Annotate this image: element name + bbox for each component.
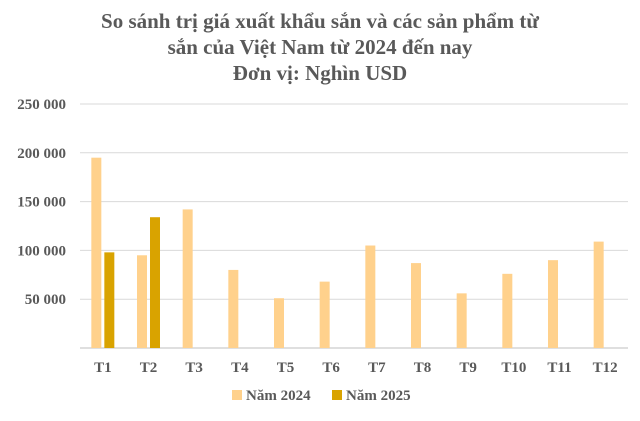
y-tick-label: 50 000 xyxy=(25,292,66,308)
bar-2024-t8 xyxy=(411,263,421,348)
x-tick-label: T9 xyxy=(459,360,477,376)
y-tick-label: 100 000 xyxy=(17,243,66,259)
x-tick-label: T6 xyxy=(322,360,340,376)
bar-2024-t6 xyxy=(319,281,330,348)
x-tick-label: T5 xyxy=(277,360,295,376)
bar-2025-t1 xyxy=(104,252,115,348)
legend-label-2024: Năm 2024 xyxy=(246,388,311,404)
legend-swatch-2024 xyxy=(232,390,242,400)
bar-2024-t4 xyxy=(228,269,239,348)
x-tick-label: T3 xyxy=(185,360,203,376)
bar-2025-t2 xyxy=(150,217,160,348)
bar-2024-t11 xyxy=(548,260,558,348)
x-tick-label: T7 xyxy=(368,360,386,376)
legend-swatch-2025 xyxy=(332,390,342,400)
bar-2024-t2 xyxy=(137,255,147,348)
x-tick-label: T12 xyxy=(593,360,618,376)
bar-2024-t5 xyxy=(274,298,284,348)
bar-2024-t12 xyxy=(593,241,604,348)
chart-title-line-3: Đơn vị: Nghìn USD xyxy=(232,61,408,85)
bar-2024-t3 xyxy=(182,209,193,348)
y-tick-label: 200 000 xyxy=(17,146,66,162)
x-tick-label: T2 xyxy=(140,360,158,376)
legend-label-2025: Năm 2025 xyxy=(346,388,411,404)
x-tick-label: T4 xyxy=(231,360,249,376)
bar-2024-t10 xyxy=(502,273,513,348)
x-tick-label: T1 xyxy=(94,360,112,376)
chart-title: So sánh trị giá xuất khẩu sắn và các sản… xyxy=(0,8,640,86)
bar-2024-t9 xyxy=(456,293,467,348)
y-tick-label: 250 000 xyxy=(17,97,66,113)
chart-title-line-1: So sánh trị giá xuất khẩu sắn và các sản… xyxy=(101,9,539,33)
x-tick-label: T10 xyxy=(501,360,526,376)
x-tick-label: T11 xyxy=(547,360,571,376)
bar-2024-t1 xyxy=(91,157,102,348)
y-tick-label: 150 000 xyxy=(17,195,66,211)
bar-2024-t7 xyxy=(365,245,376,348)
chart-title-line-2: sắn của Việt Nam từ 2024 đến nay xyxy=(167,35,473,59)
x-tick-label: T8 xyxy=(414,360,432,376)
